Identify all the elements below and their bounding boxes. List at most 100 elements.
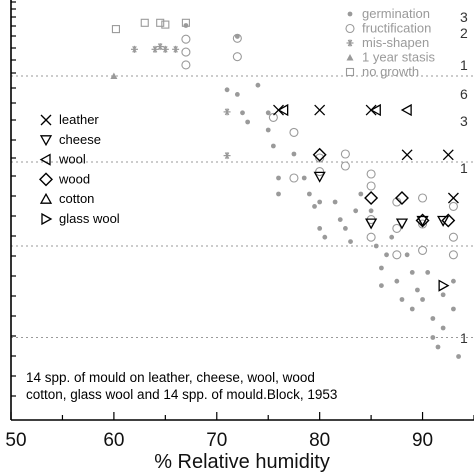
circle-point [340,149,350,159]
triangle-left-point [277,103,289,117]
legend-marker-open-circle [345,23,355,34]
triangle-down-point [365,218,378,230]
circle-point [181,34,191,44]
legend-marker-open-square [345,67,355,77]
dot-shape [394,278,400,284]
circle-shape [315,167,325,177]
dot-point [451,278,456,284]
dot-shape [456,354,461,359]
dot-shape [234,34,240,39]
dot-point [337,217,343,223]
dot-point [265,127,271,133]
circle-shape [289,173,299,183]
circle-point [181,47,191,57]
legend-label: germination [362,6,430,21]
triangle-down-point [313,171,326,183]
circle-shape [315,153,325,163]
dot-shape [240,110,245,116]
dot-point [291,151,297,157]
dot-shape [276,191,281,197]
x-stroke [40,114,52,126]
dot-point [234,92,240,97]
filled-triangle-shape [346,54,354,61]
dot-point [245,119,251,125]
dot-point [317,199,323,205]
dot-shape [399,297,405,302]
dot-shape [245,119,251,125]
dot-shape [358,191,364,197]
circle-shape [232,52,242,62]
square-point [111,25,120,34]
triangle-left-shape [369,103,381,117]
circle-shape [289,127,299,137]
dot-shape [224,87,230,93]
dot-shape [353,208,359,214]
dot-point [389,234,395,240]
dot-point [404,252,410,258]
dot-shape [322,234,328,240]
circle-shape [181,60,191,70]
square-shape [140,18,149,27]
dot-point [265,110,271,116]
dot-point [353,208,359,214]
circle-shape [418,219,428,229]
dot-shape [183,23,189,28]
dot-shape [270,143,276,149]
square-shape [161,20,170,29]
dot-shape [379,265,384,271]
circle-point [181,60,191,70]
diamond-point [312,147,327,162]
circle-shape [340,149,350,159]
dot-point [317,226,323,231]
circle-shape [268,112,278,122]
dot-point [276,191,281,197]
circle-shape [366,181,376,191]
legend-marker-triangle-left [39,153,51,166]
dot-shape [440,325,446,331]
diamond-point [364,191,379,205]
triangle-down-point [416,215,429,227]
x-stroke [314,104,326,116]
circle-shape [345,23,355,34]
right-edge-label: 6 [460,86,468,102]
circle-shape [366,169,376,179]
triangle-left-shape [39,153,51,166]
x-tick-label: 50 [5,430,26,451]
triangle-left-point [400,103,412,117]
dot-point [379,283,384,288]
square-shape [156,18,165,27]
asterisk-point [156,43,164,51]
filled-triangle-point [110,72,118,79]
dot-point [332,199,338,205]
asterisk-point [130,45,138,53]
triangle-right-shape [41,212,53,226]
circle-shape [448,201,458,211]
circle-shape [392,223,402,233]
circle-point [366,232,376,242]
dot-point [430,335,436,340]
dot-point [348,239,353,245]
dot-point [409,306,415,312]
source-note-line: 14 spp. of mould on leather, cheese, woo… [26,370,315,385]
legend-label: fructification [362,21,431,36]
circle-shape [418,193,428,203]
dot-point [322,234,328,240]
dot-shape [379,283,384,288]
circle-point [448,201,458,211]
triangle-down-shape [313,171,326,183]
triangle-right-point [438,279,450,292]
circle-shape [448,250,458,260]
asterisk-point [223,108,231,116]
legend-label: glass wool [59,211,120,226]
circle-shape [418,245,428,255]
triangle-left-point [369,103,381,117]
dot-shape [332,199,338,205]
dot-point [234,34,240,39]
dot-shape [435,344,441,350]
dot-shape [404,252,410,258]
legend-label: cotton [59,191,94,206]
dot-shape [317,226,323,231]
dot-shape [276,175,281,181]
diamond-point [441,213,456,228]
